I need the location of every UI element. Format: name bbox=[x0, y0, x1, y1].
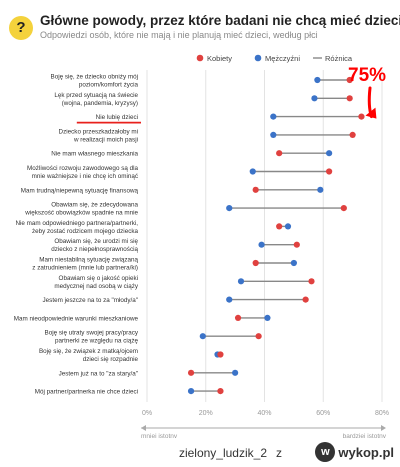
category-label: Jestem już na to "za stary/a" bbox=[59, 370, 138, 377]
category-label: Mam trudną/niepewną sytuację finansową bbox=[21, 187, 139, 194]
women-point bbox=[255, 333, 262, 340]
women-point bbox=[276, 223, 283, 230]
wykop-logo[interactable]: w wykop.pl bbox=[315, 442, 394, 462]
category-label: Nie lubię dzieci bbox=[96, 114, 138, 121]
category-label: Boję się, że związek z matką/ojcem bbox=[39, 348, 138, 355]
women-point bbox=[217, 351, 224, 358]
annotation-label: 75% bbox=[348, 65, 386, 86]
men-point bbox=[284, 223, 292, 230]
category-label: dziecko z niepełnosprawnością bbox=[51, 246, 138, 253]
women-point bbox=[349, 131, 356, 138]
category-label: dzieci się rozpadnie bbox=[83, 356, 139, 363]
x-tick-label: 60% bbox=[316, 410, 330, 417]
men-point bbox=[258, 241, 265, 248]
dumbbell-chart: 0% 20% 40% 60% 80% mniej istotny bardziej isto… bbox=[14, 54, 389, 440]
category-label: żeby zostać rodzicem mojego dziecka bbox=[32, 228, 139, 235]
annotation-arrow-head-icon bbox=[365, 107, 377, 119]
women-point bbox=[187, 369, 195, 376]
women-point bbox=[217, 388, 224, 395]
category-label: (wojna, pandemia, kryzysy) bbox=[62, 100, 138, 107]
men-point bbox=[187, 388, 195, 395]
axis-label-left: mniej istotny bbox=[141, 433, 178, 440]
category-label: Boję się, że dziecko obniży mój bbox=[51, 74, 139, 81]
men-point bbox=[237, 278, 245, 285]
category-label: w realizacji moich pasji bbox=[73, 136, 138, 143]
wykop-icon: w bbox=[315, 442, 336, 462]
women-point bbox=[358, 113, 365, 120]
category-label: poziom/komfort życia bbox=[79, 82, 139, 89]
x-tick-label: 20% bbox=[199, 410, 213, 417]
category-label: Mam nieodpowiednie warunki mieszkaniowe bbox=[14, 315, 139, 322]
x-tick-label: 80% bbox=[375, 410, 389, 417]
men-point bbox=[232, 369, 239, 376]
category-label: mnie ważniejsze i nie chcę ich ominąć bbox=[32, 173, 138, 180]
x-tick-label: 40% bbox=[257, 410, 271, 417]
footer-separator: z bbox=[276, 446, 282, 460]
question-icon: ? bbox=[9, 16, 33, 40]
legend-men-marker bbox=[254, 54, 262, 62]
category-label: Nie mam własnego mieszkania bbox=[51, 151, 138, 158]
legend-item: Kobiety bbox=[207, 54, 232, 63]
women-point bbox=[252, 186, 259, 193]
category-label: medycznej nad osobą w ciąży bbox=[54, 283, 139, 290]
category-label: Mój partner/partnerka nie chce dzieci bbox=[35, 389, 138, 396]
legend-item: Mężczyźni bbox=[265, 54, 300, 63]
category-label: Boję się utraty swojej pracy/pracy bbox=[45, 330, 139, 337]
legend-women-marker bbox=[196, 54, 204, 62]
women-point bbox=[308, 278, 315, 285]
category-label: Obawiam się, że zdecydowana bbox=[51, 202, 138, 209]
chart-subtitle: Odpowiedzi osób, które nie mają i nie pl… bbox=[40, 30, 318, 40]
men-point bbox=[226, 205, 233, 212]
category-label: Lęk przed sytuacją na świecie bbox=[54, 92, 138, 99]
axis-label-right: bardziej istotny bbox=[343, 433, 387, 440]
women-point bbox=[276, 150, 283, 157]
category-label: większość obowiązków spadnie na mnie bbox=[24, 210, 138, 217]
category-label: Nie mam odpowiedniego partnera/partnerki… bbox=[15, 220, 138, 227]
men-point bbox=[264, 314, 271, 321]
category-label: Możliwości rozwoju zawodowego są dla bbox=[27, 165, 138, 172]
men-point bbox=[199, 333, 206, 340]
men-point bbox=[270, 131, 277, 138]
women-point bbox=[346, 76, 353, 84]
men-point bbox=[226, 296, 233, 303]
women-point bbox=[340, 205, 347, 212]
footer-username[interactable]: zielony_ludzik_2 bbox=[178, 446, 267, 460]
wykop-site: wykop.pl bbox=[338, 444, 394, 460]
category-label: Obawiam się o jakość opieki bbox=[59, 275, 138, 282]
chart-title: Główne powody, przez które badani nie ch… bbox=[40, 13, 400, 28]
category-label: Jestem jeszcze na to za "młody/a" bbox=[43, 297, 138, 304]
axis-arrow-left-icon bbox=[141, 425, 146, 431]
men-point bbox=[314, 76, 321, 84]
men-point bbox=[311, 95, 318, 102]
men-point bbox=[326, 150, 333, 157]
women-point bbox=[302, 296, 309, 303]
men-point bbox=[290, 259, 297, 267]
men-point bbox=[249, 168, 256, 175]
women-point bbox=[252, 259, 259, 267]
category-label: Dziecko przeszkadzałoby mi bbox=[59, 128, 138, 135]
men-point bbox=[270, 113, 277, 120]
category-label: partnerki ze względu na ciążę bbox=[55, 338, 138, 345]
chart-card bbox=[4, 4, 396, 438]
women-point bbox=[234, 314, 242, 321]
women-point bbox=[346, 95, 353, 102]
footer: zielony_ludzik_2 z w wykop.pl bbox=[0, 438, 400, 467]
legend-item: Różnica bbox=[325, 54, 353, 63]
women-point bbox=[293, 241, 300, 248]
category-label: Obawiam się, że urodzi mi się bbox=[54, 238, 138, 245]
women-point bbox=[326, 168, 333, 175]
axis-arrow-right-icon bbox=[381, 425, 386, 431]
category-label: Mam niestabilną sytuację związaną bbox=[39, 257, 138, 264]
category-label: z zatrudnieniem (mnie lub partnera/ki) bbox=[32, 265, 138, 272]
x-tick-label: 0% bbox=[142, 410, 152, 417]
men-point bbox=[317, 186, 324, 193]
